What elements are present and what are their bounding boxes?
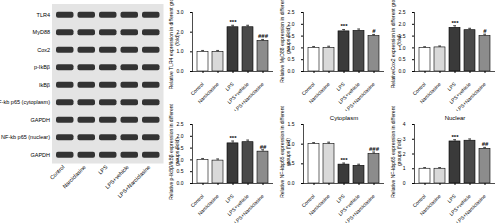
- svg-text:Nuclear: Nuclear: [445, 115, 466, 121]
- svg-text:Narciclasine: Narciclasine: [307, 193, 331, 217]
- svg-text:LPS+Narciclasine: LPS+Narciclasine: [455, 81, 487, 111]
- svg-text:#: #: [372, 28, 376, 34]
- svg-text:2.5: 2.5: [288, 9, 295, 15]
- svg-text:0.0: 0.0: [399, 68, 406, 74]
- svg-text:3.0: 3.0: [177, 9, 184, 15]
- svg-text:Narciclasine: Narciclasine: [196, 81, 220, 105]
- svg-text:3: 3: [403, 136, 406, 142]
- svg-text:2.5: 2.5: [399, 9, 406, 15]
- svg-text:LPS+Narciclasine: LPS+Narciclasine: [455, 193, 487, 223]
- svg-text:Narciclasine: Narciclasine: [307, 81, 331, 105]
- svg-text:MyD88: MyD88: [33, 29, 50, 35]
- svg-text:###: ###: [369, 146, 380, 152]
- svg-text:1.5: 1.5: [288, 121, 295, 127]
- svg-text:1.0: 1.0: [177, 48, 184, 54]
- svg-text:Narciclasine: Narciclasine: [418, 81, 442, 105]
- svg-text:##: ##: [482, 141, 489, 147]
- svg-text:LPS: LPS: [335, 192, 346, 203]
- svg-text:0.5: 0.5: [399, 56, 406, 62]
- svg-text:LPS+Narciclasine: LPS+Narciclasine: [344, 193, 376, 223]
- svg-text:***: ***: [229, 135, 237, 141]
- svg-text:2.0: 2.0: [177, 29, 184, 35]
- svg-text:LPS: LPS: [97, 164, 109, 176]
- svg-text:NF-kb p65 (cytoplasm): NF-kb p65 (cytoplasm): [0, 99, 50, 105]
- svg-text:LPS: LPS: [224, 192, 235, 203]
- svg-text:GAPDH: GAPDH: [30, 152, 50, 158]
- svg-text:Narciclasine: Narciclasine: [418, 193, 442, 217]
- svg-text:Control: Control: [49, 164, 66, 181]
- svg-text:0.5: 0.5: [288, 56, 295, 62]
- svg-text:Narciclasine: Narciclasine: [196, 193, 220, 217]
- svg-text:1: 1: [403, 165, 406, 171]
- svg-text:LPS+Narciclasine: LPS+Narciclasine: [116, 164, 151, 199]
- svg-text:LPS+Narciclasine: LPS+Narciclasine: [233, 193, 265, 223]
- svg-text:LPS: LPS: [335, 80, 346, 91]
- svg-text:LPS: LPS: [446, 192, 457, 203]
- svg-text:***: ***: [340, 23, 348, 29]
- svg-text:0.0: 0.0: [288, 68, 295, 74]
- svg-text:0.0: 0.0: [177, 68, 184, 74]
- svg-text:LPS+Narciclasine: LPS+Narciclasine: [344, 81, 376, 111]
- svg-text:###: ###: [258, 33, 269, 39]
- svg-text:***: ***: [229, 19, 237, 25]
- svg-text:***: ***: [451, 134, 459, 140]
- svg-text:TLR4: TLR4: [37, 12, 50, 18]
- svg-text:***: ***: [451, 20, 459, 26]
- svg-text:##: ##: [260, 144, 267, 150]
- svg-text:0.5: 0.5: [177, 168, 184, 174]
- svg-text:Narciclasine: Narciclasine: [62, 164, 87, 189]
- svg-text:LPS: LPS: [446, 80, 457, 91]
- svg-text:IkBβ: IkBβ: [39, 82, 50, 88]
- svg-text:#: #: [483, 28, 487, 34]
- svg-text:2.5: 2.5: [177, 121, 184, 127]
- svg-text:Cytoplasm: Cytoplasm: [330, 115, 358, 121]
- svg-text:p-IkBβ: p-IkBβ: [34, 64, 50, 70]
- svg-text:LPS: LPS: [224, 80, 235, 91]
- svg-text:0.0: 0.0: [288, 180, 295, 186]
- svg-text:2.0: 2.0: [399, 21, 406, 27]
- svg-text:***: ***: [340, 157, 348, 163]
- svg-text:NF-kb p65 (nuclear): NF-kb p65 (nuclear): [1, 134, 50, 140]
- svg-text:GAPDH: GAPDH: [30, 117, 50, 123]
- svg-text:0.0: 0.0: [177, 180, 184, 186]
- svg-text:Cox2: Cox2: [37, 47, 50, 53]
- svg-text:4: 4: [403, 121, 406, 127]
- svg-text:2: 2: [403, 151, 406, 157]
- svg-text:LPS+Narciclasine: LPS+Narciclasine: [233, 81, 265, 111]
- svg-text:0: 0: [403, 180, 406, 186]
